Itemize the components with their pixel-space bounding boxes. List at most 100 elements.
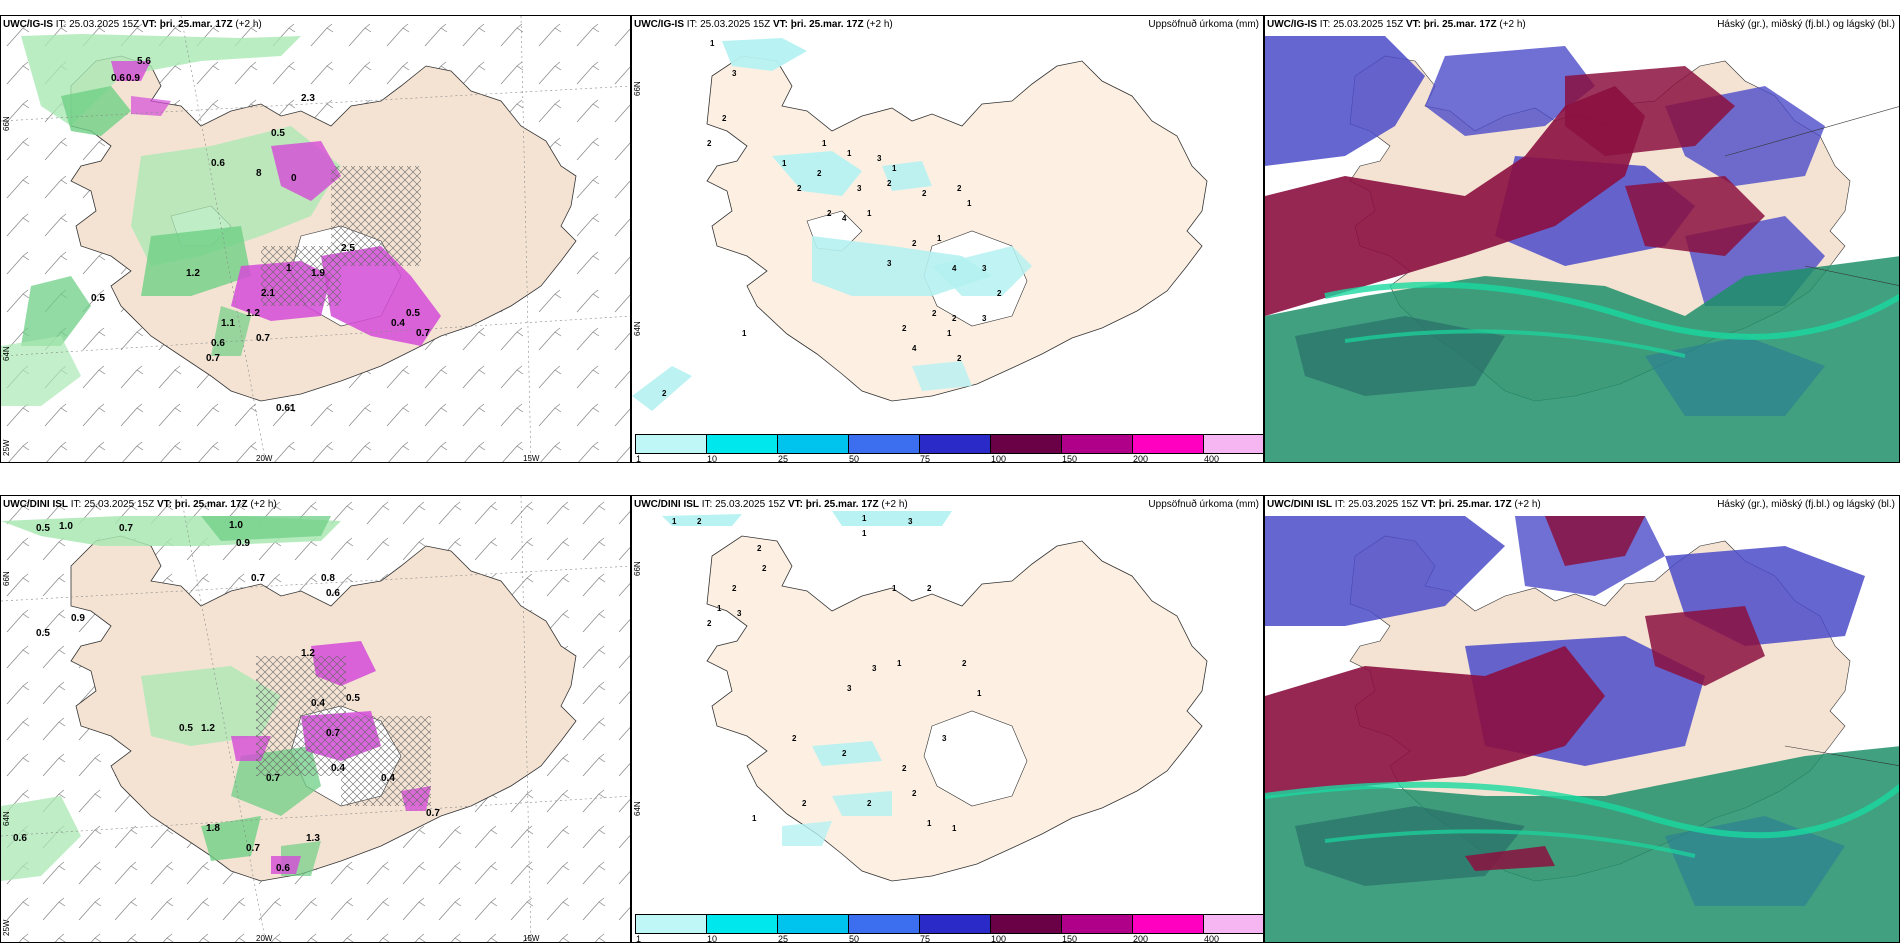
init-time: IT: 25.03.2025 15Z (701, 499, 786, 510)
forecast-offset: (+2 h) (866, 19, 893, 30)
valid-time: þri. 25.mar. 17Z (1423, 19, 1497, 30)
valid-time: þri. 25.mar. 17Z (805, 499, 879, 510)
precip-label: 1 (847, 149, 852, 158)
colorbar-label: 25 (778, 454, 789, 463)
init-time: IT: 25.03.2025 15Z (1319, 19, 1404, 30)
precip-label: 1 (937, 234, 942, 243)
wind-precip-panel-top: UWC/IG-IS IT: 25.03.2025 15Z VT: þri. 25… (0, 15, 631, 463)
intensity-label: 0.7 (119, 523, 133, 534)
colorbar-label: 100 (991, 454, 1007, 463)
intensity-label: 0.9 (126, 73, 140, 84)
lon-label-15w: 15W (523, 454, 540, 463)
colorbar-label: 400 (1204, 454, 1220, 463)
valid-time-label: VT: (156, 499, 172, 510)
colorbar-cell (635, 914, 706, 934)
colorbar-label: 50 (849, 934, 860, 943)
colorbar-cell (706, 914, 777, 934)
colorbar-cell (919, 914, 990, 934)
precip-label: 1 (782, 159, 787, 168)
precip-label: 2 (887, 179, 892, 188)
field-title: Háský (gr.), miðský (fj.bl.) og lágský (… (1717, 19, 1895, 30)
intensity-label: 1.2 (201, 723, 215, 734)
colorbar-label: 10 (707, 934, 718, 943)
colorbar-cell (777, 434, 848, 454)
precip-label: 1 (717, 604, 722, 613)
precip-label: 2 (962, 659, 967, 668)
colorbar-label: 25 (778, 934, 789, 943)
precip-colorbar (635, 434, 1263, 454)
intensity-label: 1.2 (186, 268, 200, 279)
forecast-offset: (+2 h) (250, 499, 277, 510)
intensity-label: 1.9 (311, 268, 325, 279)
precip-label: 2 (997, 289, 1002, 298)
precip-label: 2 (697, 517, 702, 526)
colorbar-cell (635, 434, 706, 454)
valid-time: þri. 25.mar. 17Z (1438, 499, 1512, 510)
intensity-label: 0.61 (276, 403, 296, 414)
precip-label: 2 (757, 544, 762, 553)
colorbar-label: 200 (1133, 934, 1149, 943)
panel-title: UWC/DINI ISL IT: 25.03.2025 15Z VT: þri.… (3, 499, 277, 510)
intensity-label: 2.5 (341, 243, 355, 254)
precip-label: 1 (977, 689, 982, 698)
precip-label: 2 (952, 314, 957, 323)
intensity-label: 1.0 (59, 521, 73, 532)
colorbar-cell (990, 434, 1061, 454)
intensity-label: 0.4 (311, 698, 325, 709)
precip-label: 2 (827, 209, 832, 218)
intensity-label: 1.8 (206, 823, 220, 834)
lat-label-64n: 64N (2, 346, 11, 361)
valid-time-label: VT: (1420, 499, 1436, 510)
precip-label: 3 (877, 154, 882, 163)
precip-label: 1 (862, 514, 867, 523)
precip-label: 1 (862, 529, 867, 538)
precip-label: 2 (817, 169, 822, 178)
precip-label: 2 (912, 789, 917, 798)
valid-time-label: VT: (772, 19, 788, 30)
precip-label: 1 (672, 517, 677, 526)
forecast-offset: (+2 h) (235, 19, 262, 30)
intensity-label: 0.5 (36, 523, 50, 534)
forecast-offset: (+2 h) (1514, 499, 1541, 510)
wind-precip-panel-bottom: UWC/DINI ISL IT: 25.03.2025 15Z VT: þri.… (0, 495, 631, 943)
intensity-label: 0.5 (406, 308, 420, 319)
wind-precip-map: 66N 64N 25W 20W 15W 5.6 0.6 0.9 2.3 0.5 … (1, 16, 630, 463)
precip-label: 4 (842, 214, 847, 223)
precip-label: 3 (942, 734, 947, 743)
intensity-label: 0.6 (13, 833, 27, 844)
model-name: UWC/DINI ISL (3, 499, 68, 510)
colorbar-cell (990, 914, 1061, 934)
intensity-label: 8 (256, 168, 262, 179)
colorbar-label: 100 (991, 934, 1007, 943)
intensity-label: 0.4 (381, 773, 395, 784)
precip-label: 2 (707, 619, 712, 628)
precip-label: 1 (947, 329, 952, 338)
intensity-label: 2.1 (261, 288, 275, 299)
precip-label: 1 (897, 659, 902, 668)
field-title: Uppsöfnuð úrkoma (mm) (1148, 19, 1259, 30)
precip-label: 4 (912, 344, 917, 353)
precip-label: 3 (982, 314, 987, 323)
init-time: IT: 25.03.2025 15Z (1334, 499, 1419, 510)
panel-title: UWC/IG-IS IT: 25.03.2025 15Z VT: þri. 25… (1267, 19, 1526, 30)
precip-label: 2 (707, 139, 712, 148)
intensity-label: 0.7 (426, 808, 440, 819)
intensity-label: 5.6 (137, 56, 151, 67)
colorbar-cell (1132, 914, 1203, 934)
intensity-label: 0.5 (346, 693, 360, 704)
precip-label: 4 (952, 264, 957, 273)
colorbar-label: 150 (1062, 454, 1078, 463)
precip-label: 2 (722, 114, 727, 123)
intensity-label: 0.6 (111, 73, 125, 84)
precip-label: 2 (662, 389, 667, 398)
panel-title: UWC/IG-IS IT: 25.03.2025 15Z VT: þri. 25… (634, 19, 893, 30)
colorbar-cell (777, 914, 848, 934)
valid-time: þri. 25.mar. 17Z (790, 19, 864, 30)
intensity-label: 0.6 (326, 588, 340, 599)
precip-label: 2 (762, 564, 767, 573)
lat-label-66n: 66N (633, 81, 642, 96)
intensity-label: 1.2 (246, 308, 260, 319)
precip-label: 2 (867, 799, 872, 808)
model-name: UWC/DINI ISL (1267, 499, 1332, 510)
precip-label: 1 (952, 824, 957, 833)
